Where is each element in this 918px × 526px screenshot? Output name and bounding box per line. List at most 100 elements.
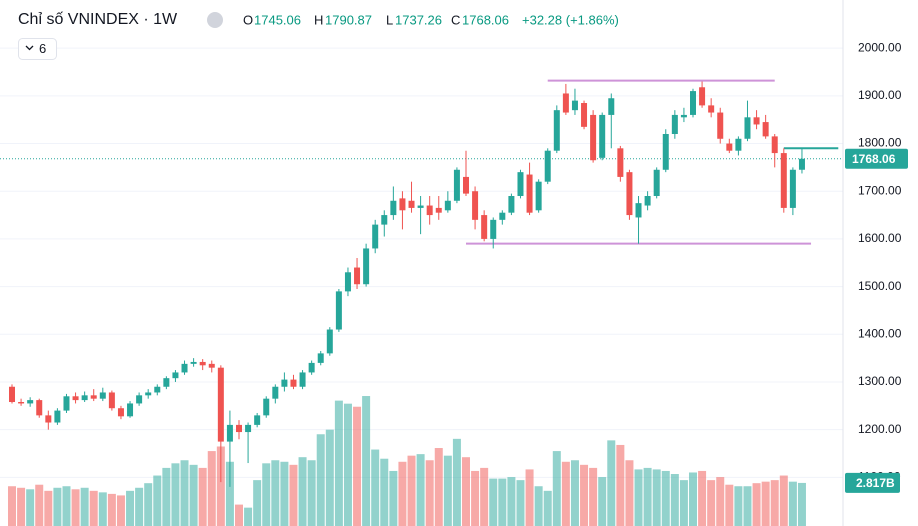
volume-bar bbox=[443, 455, 452, 526]
toggle-box[interactable] bbox=[18, 38, 57, 60]
candle-body bbox=[390, 200, 397, 216]
candle-body bbox=[581, 103, 588, 127]
y-tick-label: 1200.00 bbox=[858, 422, 902, 436]
volume-bar bbox=[153, 475, 162, 526]
candle-body bbox=[408, 200, 415, 208]
candle-body bbox=[771, 136, 778, 154]
candle-body bbox=[690, 91, 696, 115]
volume-bar bbox=[761, 481, 770, 526]
candle-body bbox=[281, 379, 288, 387]
volume-bar bbox=[643, 467, 652, 526]
candle-body bbox=[290, 379, 297, 387]
volume-bar bbox=[380, 458, 389, 526]
candle-body bbox=[708, 105, 715, 113]
ohlc-prefix: H bbox=[314, 12, 323, 27]
volume-bar bbox=[407, 455, 416, 526]
candle-body bbox=[608, 98, 615, 115]
volume-bar bbox=[607, 440, 616, 526]
volume-bar bbox=[62, 486, 71, 526]
change: +32.28 (+1.86%) bbox=[522, 12, 619, 27]
volume-bar bbox=[107, 493, 116, 526]
candle-body bbox=[417, 205, 424, 208]
y-tick-label: 1800.00 bbox=[858, 136, 902, 150]
candle-body bbox=[299, 372, 306, 387]
indicator-count: 6 bbox=[39, 41, 46, 56]
volume-bar bbox=[198, 467, 207, 526]
candle-body bbox=[481, 215, 488, 239]
price-axis: 1100.001200.001300.001400.001500.001600.… bbox=[845, 40, 908, 493]
candle-body bbox=[335, 291, 342, 330]
candle-body bbox=[136, 395, 143, 404]
candle-body bbox=[263, 398, 270, 416]
volume-bar bbox=[734, 486, 743, 526]
candle-body bbox=[753, 117, 760, 125]
volume-bar bbox=[725, 484, 734, 526]
candle-body bbox=[463, 176, 469, 194]
candle-body bbox=[699, 87, 706, 106]
volume-bar bbox=[425, 460, 434, 526]
volume-bar bbox=[788, 481, 797, 526]
candle-body bbox=[426, 205, 433, 216]
volume-bar bbox=[598, 477, 607, 526]
grid bbox=[0, 47, 843, 478]
candle-body bbox=[372, 224, 379, 249]
volume-bar bbox=[262, 463, 271, 526]
volume-bar bbox=[325, 429, 334, 526]
candle-body bbox=[236, 424, 242, 433]
volume-bar bbox=[216, 446, 225, 526]
candle-body bbox=[72, 396, 79, 401]
candle-body bbox=[762, 122, 769, 137]
volume-bar bbox=[462, 457, 470, 526]
volume-bar bbox=[561, 461, 570, 526]
candle-body bbox=[571, 100, 578, 111]
candle-body bbox=[317, 353, 324, 363]
candle-body bbox=[363, 248, 370, 285]
candle-body bbox=[744, 117, 751, 139]
volume-bar bbox=[416, 454, 425, 526]
volume-bar bbox=[634, 469, 643, 526]
candle-body bbox=[599, 114, 606, 158]
candle-body bbox=[344, 272, 351, 292]
volume-bar bbox=[797, 482, 806, 526]
volume-bar bbox=[652, 469, 661, 526]
candle-body bbox=[680, 114, 687, 118]
candle-body bbox=[217, 367, 224, 442]
volume-bar bbox=[689, 472, 697, 526]
last-price-label: 1768.06 bbox=[852, 152, 896, 166]
candle-body bbox=[562, 93, 569, 113]
ohlc-prefix: C bbox=[451, 12, 460, 27]
ohlc-value: 1737.26 bbox=[395, 12, 442, 27]
indicator-toggle[interactable]: 6 bbox=[18, 38, 57, 60]
volume-bar bbox=[752, 483, 761, 526]
volume-bar bbox=[489, 478, 498, 526]
candle-body bbox=[635, 203, 642, 218]
candle-body bbox=[163, 378, 170, 387]
candle-body bbox=[181, 363, 188, 373]
volume-bar bbox=[398, 461, 407, 526]
volume-bar bbox=[89, 490, 98, 526]
volume-bar bbox=[53, 487, 62, 526]
volume-bar bbox=[471, 470, 480, 526]
candle-body bbox=[644, 195, 651, 206]
volume-bar bbox=[135, 487, 144, 526]
candle-body bbox=[726, 143, 733, 151]
volume-bar bbox=[116, 495, 125, 526]
volume-bar bbox=[71, 489, 80, 526]
candle-body bbox=[544, 150, 551, 182]
candle-body bbox=[90, 395, 97, 399]
y-tick-label: 1900.00 bbox=[858, 88, 902, 102]
candle-body bbox=[326, 329, 333, 354]
volume-bar bbox=[244, 507, 253, 526]
candle-body bbox=[108, 392, 115, 409]
candle-body bbox=[308, 362, 315, 373]
candle-body bbox=[117, 408, 124, 417]
candle-body bbox=[717, 112, 724, 139]
volume-bar bbox=[770, 480, 779, 526]
volume-bar bbox=[171, 463, 180, 526]
volume-bar bbox=[434, 448, 443, 526]
volume-bar bbox=[480, 467, 489, 526]
status-icon[interactable] bbox=[207, 12, 223, 28]
ohlc-prefix: L bbox=[386, 12, 393, 27]
volume-bar bbox=[298, 457, 307, 526]
